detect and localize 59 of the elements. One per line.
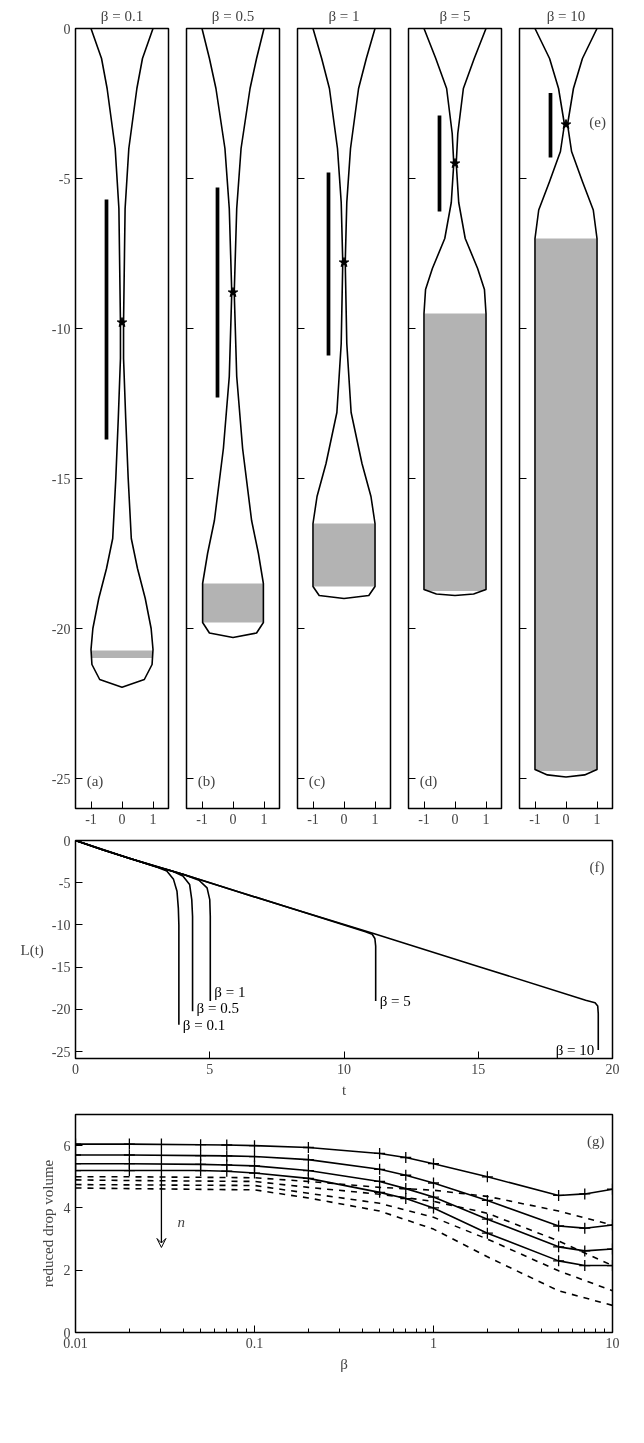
y-tick-label: -5 (58, 171, 71, 187)
y-tick-label: -10 (51, 321, 71, 337)
x-tick-label: 0 (229, 811, 237, 827)
y-tick-label: -20 (51, 621, 71, 637)
x-tick-label: -1 (307, 811, 319, 827)
x-axis-title: β (340, 1355, 348, 1372)
annotation: (c) (308, 773, 326, 790)
chart-title: β = 10 (546, 7, 586, 24)
x-tick-label: -1 (196, 811, 208, 827)
x-tick-label: 0 (451, 811, 459, 827)
x-tick-label: 1 (149, 811, 157, 827)
y-axis-title: L(t) (20, 941, 44, 959)
y-tick-label: -5 (58, 875, 71, 891)
annotation: (d) (419, 773, 438, 790)
series-label: β = 5 (379, 993, 411, 1010)
x-tick-label: 1 (430, 1335, 437, 1351)
x-tick-label: 10 (337, 1061, 351, 1077)
x-tick-label: 20 (605, 1061, 620, 1077)
y-tick-label: 0 (63, 21, 71, 37)
annotation: (f) (589, 858, 605, 876)
x-tick-label: 15 (471, 1061, 486, 1077)
x-tick-label: -1 (529, 811, 541, 827)
annotation: (b) (197, 773, 216, 790)
x-tick-label: -1 (85, 811, 97, 827)
legend-label: β = 10 (555, 1042, 595, 1059)
y-tick-label: 6 (63, 1138, 71, 1154)
x-tick-label: 1 (482, 811, 490, 827)
x-tick-label: 1 (593, 811, 601, 827)
y-tick-label: 0 (63, 833, 71, 849)
x-tick-label: 0 (340, 811, 348, 827)
annotation: n (177, 1214, 186, 1231)
annotation: (g) (586, 1132, 605, 1150)
annotation: (a) (86, 773, 104, 790)
x-tick-label: 10 (605, 1335, 620, 1351)
chart-title: β = 0.5 (211, 7, 255, 24)
x-tick-label: 0 (118, 811, 126, 827)
y-tick-label: -20 (51, 1002, 71, 1018)
series-label: β = 1 (214, 984, 246, 1001)
x-tick-label: 0 (562, 811, 570, 827)
y-tick-label: -25 (51, 771, 71, 787)
series-label: β = 0.1 (182, 1016, 226, 1033)
chart-title: β = 0.1 (100, 7, 144, 24)
chart-title: β = 1 (328, 7, 360, 24)
x-tick-label: 0.1 (245, 1335, 264, 1351)
y-tick-label: -15 (51, 471, 71, 487)
x-tick-label: 1 (371, 811, 379, 827)
annotation: (e) (589, 114, 606, 132)
x-tick-label: 1 (260, 811, 268, 827)
y-tick-label: -25 (51, 1044, 71, 1060)
x-axis-title: t (341, 1081, 347, 1098)
chart-title: β = 5 (439, 7, 471, 24)
y-tick-label: -10 (51, 918, 71, 933)
y-tick-label: 2 (63, 1263, 71, 1279)
x-tick-label: 5 (206, 1061, 214, 1077)
y-axis-title: reduced drop volume (39, 1159, 56, 1288)
series-label: β = 0.5 (196, 1000, 239, 1017)
y-tick-label: 4 (63, 1200, 71, 1216)
x-tick-label: -1 (418, 811, 430, 827)
y-tick-label: -15 (51, 960, 71, 976)
